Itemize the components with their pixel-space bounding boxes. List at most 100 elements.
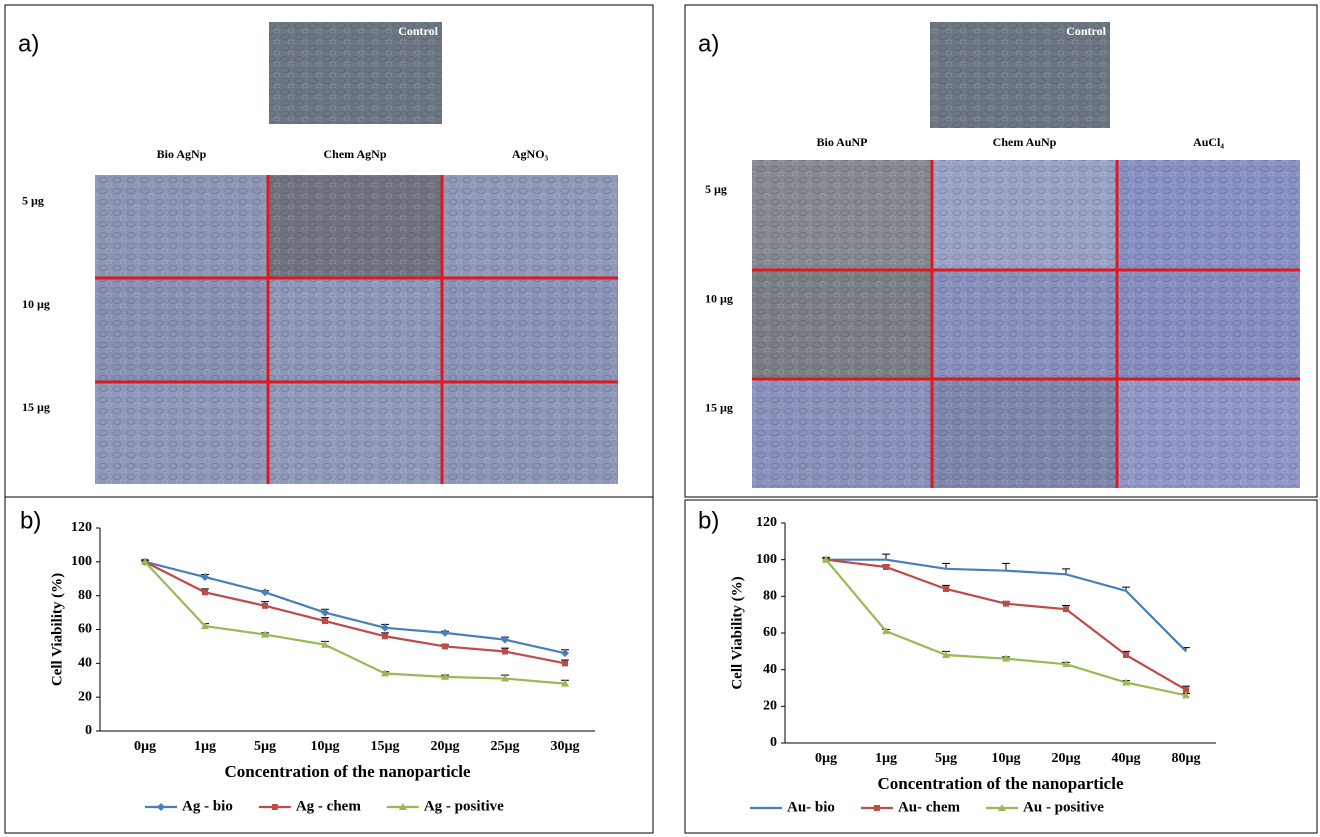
micrograph-texture xyxy=(1117,379,1300,488)
x-tick-label: 20µg xyxy=(430,739,459,754)
micrograph-texture xyxy=(1117,270,1300,379)
y-tick-label: 80 xyxy=(78,588,92,603)
control-label: Control xyxy=(398,24,438,38)
series-line xyxy=(144,560,566,655)
y-tick-label: 40 xyxy=(78,656,92,671)
marker xyxy=(942,651,950,658)
marker xyxy=(822,555,830,563)
column-label: Bio AgNp xyxy=(157,147,207,161)
marker xyxy=(382,633,388,640)
legend-label: Ag - bio xyxy=(182,798,233,814)
x-axis-title: Concentration of the nanoparticle xyxy=(877,774,1123,793)
column-label: AgNO₃ xyxy=(512,147,549,161)
series-line xyxy=(825,558,1187,697)
micrograph-texture xyxy=(95,278,268,382)
x-tick-label: 5µg xyxy=(935,751,957,766)
micrograph-texture xyxy=(752,160,932,270)
micrograph-texture xyxy=(932,379,1117,488)
column-label: AuCl₄ xyxy=(1193,135,1224,149)
error-bar xyxy=(1002,562,1010,571)
x-tick-label: 0µg xyxy=(815,751,837,766)
series-line xyxy=(144,560,566,665)
x-tick-label: 40µg xyxy=(1111,751,1140,766)
marker xyxy=(882,627,890,635)
marker xyxy=(501,674,509,682)
micrograph-texture xyxy=(752,270,932,379)
panel-label: b) xyxy=(698,507,719,534)
micrograph-texture xyxy=(442,278,618,382)
legend-marker xyxy=(998,804,1007,811)
y-tick-label: 40 xyxy=(763,662,777,677)
marker xyxy=(441,672,449,680)
control-label: Control xyxy=(1066,24,1106,38)
legend-label: Ag - chem xyxy=(296,798,361,814)
marker xyxy=(1183,686,1189,693)
marker xyxy=(381,623,389,632)
micrograph-texture xyxy=(442,382,618,484)
y-axis-title: Cell Viability (%) xyxy=(49,573,65,686)
y-tick-label: 0 xyxy=(770,735,777,750)
marker xyxy=(201,573,209,582)
x-tick-label: 15µg xyxy=(370,739,399,754)
marker xyxy=(442,643,448,650)
row-label: 10 µg xyxy=(705,291,733,305)
micrograph-texture xyxy=(932,160,1117,270)
marker xyxy=(562,660,568,667)
x-tick-label: 10µg xyxy=(310,739,339,754)
row-label: 5 µg xyxy=(22,193,44,207)
y-tick-label: 60 xyxy=(78,622,92,637)
micrograph-texture xyxy=(268,382,442,484)
y-tick-label: 60 xyxy=(763,625,777,640)
marker xyxy=(262,602,268,609)
micrograph-texture xyxy=(95,175,268,278)
marker xyxy=(1182,691,1190,699)
marker xyxy=(561,679,569,687)
marker xyxy=(1062,660,1070,668)
marker xyxy=(321,640,329,648)
micrograph-texture xyxy=(95,382,268,484)
marker xyxy=(561,649,569,658)
panel-frame xyxy=(684,499,1318,834)
panel-frame xyxy=(684,4,1318,498)
legend-label: Au - positive xyxy=(1023,799,1104,815)
legend-label: Au- bio xyxy=(787,799,835,815)
micrograph-texture xyxy=(268,278,442,382)
x-tick-label: 30µg xyxy=(550,739,579,754)
y-tick-label: 80 xyxy=(763,589,777,604)
marker xyxy=(202,589,208,596)
legend-marker xyxy=(157,803,165,811)
marker xyxy=(141,557,149,565)
marker xyxy=(261,630,269,638)
panel-frame xyxy=(4,496,654,834)
row-label: 5 µg xyxy=(705,182,727,196)
micrograph-texture xyxy=(442,175,618,278)
micrograph-texture xyxy=(932,270,1117,379)
control-texture xyxy=(269,22,442,124)
y-tick-label: 20 xyxy=(78,689,92,704)
marker xyxy=(441,628,449,637)
y-tick-label: 20 xyxy=(763,699,777,714)
x-tick-label: 1µg xyxy=(875,751,897,766)
micrograph-texture xyxy=(1117,160,1300,270)
panel-label: a) xyxy=(18,30,39,57)
series-line xyxy=(144,561,566,685)
panel-label: a) xyxy=(698,30,719,57)
marker xyxy=(261,588,269,597)
x-tick-label: 1µg xyxy=(194,739,216,754)
x-axis-title: Concentration of the nanoparticle xyxy=(224,762,470,781)
marker xyxy=(501,635,509,644)
y-tick-label: 120 xyxy=(71,520,92,535)
column-label: Chem AgNp xyxy=(323,147,386,161)
x-tick-label: 10µg xyxy=(991,751,1020,766)
panel-label: b) xyxy=(20,507,41,534)
y-tick-label: 120 xyxy=(756,515,777,530)
marker xyxy=(321,608,329,617)
y-tick-label: 0 xyxy=(85,723,92,738)
column-label: Chem AuNp xyxy=(993,135,1057,149)
marker xyxy=(943,586,949,592)
row-label: 15 µg xyxy=(705,400,733,414)
x-tick-label: 25µg xyxy=(490,739,519,754)
marker xyxy=(1003,600,1009,607)
row-label: 10 µg xyxy=(22,297,50,311)
